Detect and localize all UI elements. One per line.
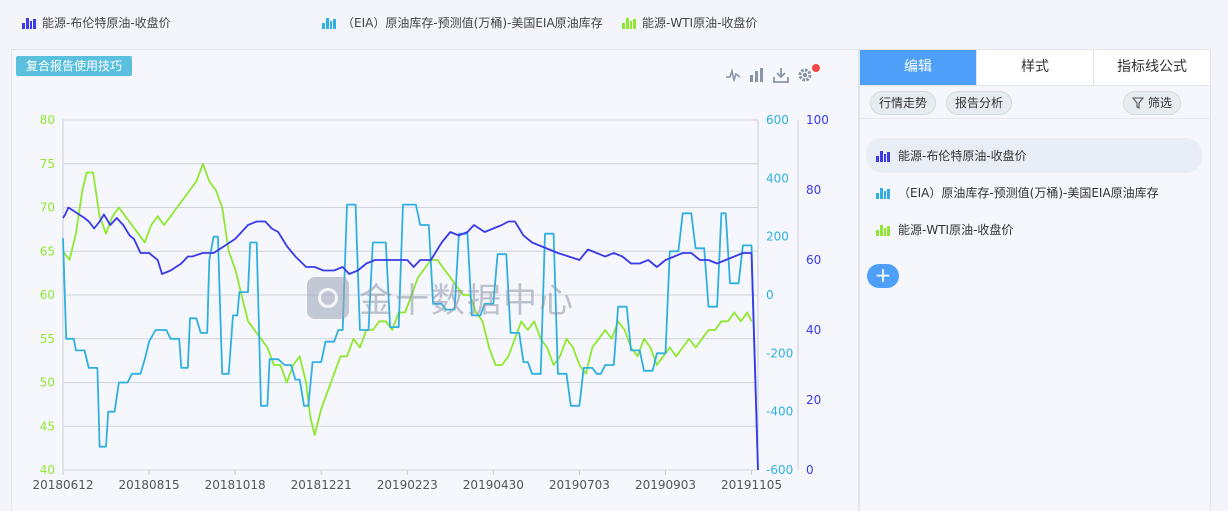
tips-button[interactable]: 复合报告使用技巧 xyxy=(16,56,133,76)
watermark-text: 金十数据中心 xyxy=(359,281,575,321)
legend-item-wti[interactable]: 能源-WTI原油-收盘价 xyxy=(622,14,757,31)
indicator-item-brent[interactable]: 能源-布伦特原油-收盘价 xyxy=(866,138,1202,173)
filter-icon xyxy=(1132,97,1144,109)
y-tick-left: 50 xyxy=(40,376,55,390)
series-line-0 xyxy=(62,206,759,471)
legend-item-eia[interactable]: （EIA）原油库存-预测值(万桶)-美国EIA原油库存 xyxy=(322,14,603,31)
tab-indicator-formula[interactable]: 指标线公式 xyxy=(1094,50,1210,85)
indicator-item-wti[interactable]: 能源-WTI原油-收盘价 xyxy=(866,212,1202,247)
tab-bar: 编辑 样式 指标线公式 xyxy=(860,50,1210,86)
indicator-label: 能源-WTI原油-收盘价 xyxy=(898,223,1014,237)
y-tick-right-outer: 60 xyxy=(806,253,821,267)
x-tick-label: 20180612 xyxy=(32,478,93,492)
watermark: 金十数据中心 xyxy=(307,273,575,322)
legend-label: 能源-WTI原油-收盘价 xyxy=(642,16,758,30)
x-tick-label: 20180815 xyxy=(119,478,180,492)
y-tick-left: 80 xyxy=(40,113,55,127)
bar-chart-icon xyxy=(22,17,36,29)
indicator-item-eia[interactable]: （EIA）原油库存-预测值(万桶)-美国EIA原油库存 xyxy=(866,175,1202,210)
side-panel: 编辑 样式 指标线公式 行情走势 报告分析 筛选 能源-布伦特原油-收盘价 （E… xyxy=(859,49,1211,511)
bar-chart-icon xyxy=(876,187,890,199)
y-tick-left: 65 xyxy=(40,244,55,258)
filter-button[interactable]: 筛选 xyxy=(1123,91,1182,115)
y-tick-right-outer: 100 xyxy=(806,113,829,127)
y-tick-right-outer: 80 xyxy=(806,183,821,197)
y-tick-right-inner: -600 xyxy=(766,463,793,477)
download-icon[interactable] xyxy=(772,66,790,84)
legend-item-brent[interactable]: 能源-布伦特原油-收盘价 xyxy=(22,14,171,31)
y-tick-right-inner: -200 xyxy=(766,346,793,360)
tab-edit[interactable]: 编辑 xyxy=(860,50,977,85)
legend-label: 能源-布伦特原油-收盘价 xyxy=(42,16,171,30)
y-tick-right-inner: 400 xyxy=(766,171,789,185)
x-tick-label: 20191105 xyxy=(721,478,782,492)
bar-chart-icon[interactable] xyxy=(748,66,766,84)
y-tick-left: 55 xyxy=(40,332,55,346)
legend-label: （EIA）原油库存-预测值(万桶)-美国EIA原油库存 xyxy=(342,16,603,30)
add-indicator-button[interactable]: + xyxy=(867,264,899,288)
x-tick-label: 20190903 xyxy=(635,478,696,492)
bar-chart-icon xyxy=(322,17,336,29)
bar-chart-icon xyxy=(876,224,890,236)
y-tick-right-outer: 0 xyxy=(806,463,814,477)
y-tick-right-inner: 200 xyxy=(766,230,789,244)
x-tick-label: 20181221 xyxy=(291,478,352,492)
filter-label: 筛选 xyxy=(1148,96,1173,110)
tab-style[interactable]: 样式 xyxy=(977,50,1094,85)
y-tick-right-outer: 20 xyxy=(806,393,821,407)
x-tick-label: 20190430 xyxy=(463,478,524,492)
series-line-2 xyxy=(62,162,753,436)
chart-legend: 能源-布伦特原油-收盘价 （EIA）原油库存-预测值(万桶)-美国EIA原油库存… xyxy=(0,0,1228,44)
y-tick-left: 40 xyxy=(40,463,55,477)
y-tick-right-inner: -400 xyxy=(766,405,793,419)
sub-toolbar: 行情走势 报告分析 筛选 xyxy=(860,86,1210,119)
y-tick-right-outer: 40 xyxy=(806,323,821,337)
x-tick-label: 20190703 xyxy=(549,478,610,492)
y-tick-right-inner: 0 xyxy=(766,288,774,302)
watermark-logo-icon xyxy=(307,276,349,319)
y-tick-left: 70 xyxy=(40,201,55,215)
y-tick-left: 60 xyxy=(40,288,55,302)
gear-icon[interactable] xyxy=(796,66,814,84)
x-tick-label: 20190223 xyxy=(377,478,438,492)
bar-chart-icon xyxy=(622,17,636,29)
indicator-list: 能源-布伦特原油-收盘价 （EIA）原油库存-预测值(万桶)-美国EIA原油库存… xyxy=(866,138,1202,249)
x-tick-label: 20181018 xyxy=(205,478,266,492)
indicator-label: （EIA）原油库存-预测值(万桶)-美国EIA原油库存 xyxy=(898,186,1159,200)
indicator-label: 能源-布伦特原油-收盘价 xyxy=(898,149,1027,163)
report-button[interactable]: 报告分析 xyxy=(946,91,1013,115)
series-line-1 xyxy=(62,203,759,471)
y-tick-right-inner: 600 xyxy=(766,113,789,127)
y-tick-left: 45 xyxy=(40,419,55,433)
chart-toolbar xyxy=(724,66,814,84)
line-chart-icon[interactable] xyxy=(724,66,742,84)
notification-dot xyxy=(812,64,820,72)
trend-button[interactable]: 行情走势 xyxy=(870,91,937,115)
y-tick-left: 75 xyxy=(40,157,55,171)
bar-chart-icon xyxy=(876,150,890,162)
